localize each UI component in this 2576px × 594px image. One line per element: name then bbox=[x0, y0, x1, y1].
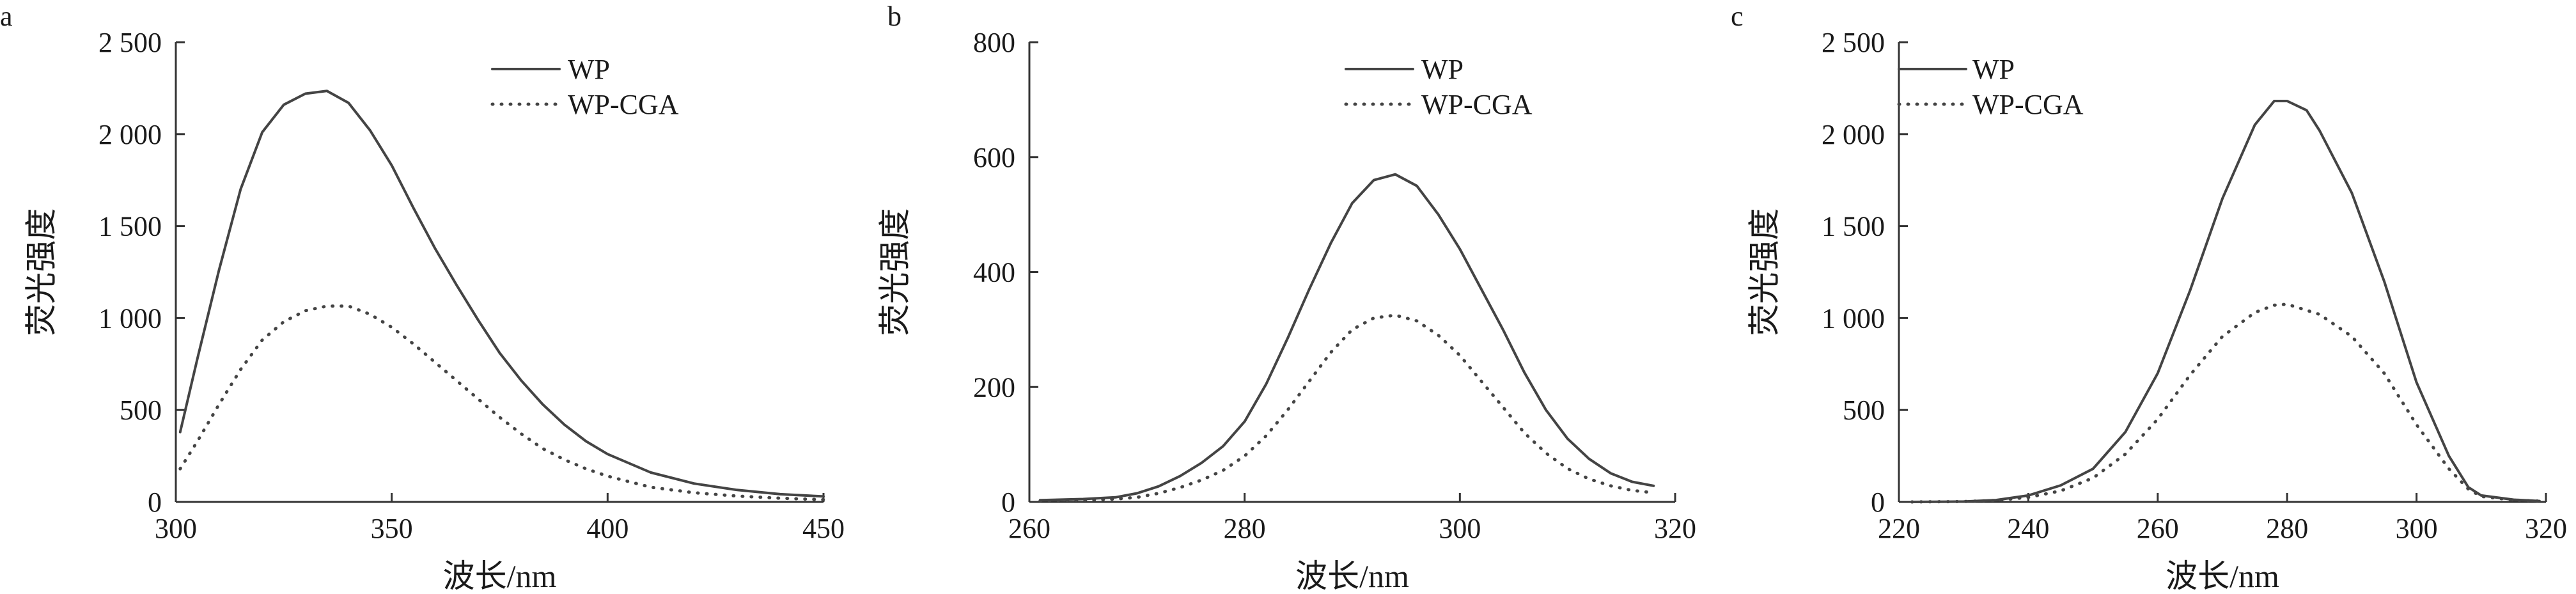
x-tick-label: 220 bbox=[1878, 513, 1920, 544]
x-tick-label: 260 bbox=[2137, 513, 2179, 544]
y-tick-label: 200 bbox=[973, 371, 1015, 403]
chart-panel-a: 0 500 1 000 1 500 2 000 2 500 300 350 400 450 波长/n… bbox=[0, 1, 845, 594]
x-tick-label: 300 bbox=[2396, 513, 2438, 544]
y-tick-label: 500 bbox=[120, 395, 162, 426]
series-line-wp bbox=[178, 90, 825, 498]
y-tick-label: 600 bbox=[973, 142, 1015, 173]
legend-label: WP-CGA bbox=[1972, 89, 2084, 120]
y-tick-label: 2 000 bbox=[1822, 119, 1885, 150]
y-tick-label: 400 bbox=[973, 257, 1015, 288]
x-tick-label: 240 bbox=[2007, 513, 2049, 544]
x-tick-label: 280 bbox=[1224, 513, 1266, 544]
legend-label: WP-CGA bbox=[1421, 89, 1533, 120]
x-tick-label: 260 bbox=[1008, 513, 1050, 544]
x-axis-title: 波长/nm bbox=[1295, 558, 1409, 594]
y-tick-label: 1 500 bbox=[1822, 211, 1885, 242]
y-tick-label: 800 bbox=[973, 27, 1015, 58]
x-tick-label: 300 bbox=[155, 513, 197, 544]
series-line-wp bbox=[1038, 173, 1655, 502]
x-tick-label: 280 bbox=[2266, 513, 2308, 544]
y-tick-label: 2 500 bbox=[1822, 27, 1885, 58]
x-tick-label: 350 bbox=[371, 513, 413, 544]
panel-letter: a bbox=[0, 1, 13, 32]
y-tick-label: 1 000 bbox=[1822, 302, 1885, 334]
legend-label: WP bbox=[568, 54, 610, 85]
series-line-wp-cga bbox=[1910, 302, 2541, 504]
x-tick-label: 320 bbox=[1654, 513, 1696, 544]
y-axis-title: 荧光强度 bbox=[877, 208, 912, 336]
y-tick-label: 0 bbox=[1871, 487, 1885, 518]
x-tick-label: 300 bbox=[1439, 513, 1481, 544]
series-line-wp bbox=[1910, 100, 2541, 503]
panel-letter: c bbox=[1731, 1, 1744, 32]
x-tick-label: 450 bbox=[802, 513, 845, 544]
chart-panel-c: 0 500 1 000 1 500 2 000 2 500 220 240 260 280 300 3… bbox=[1731, 1, 2567, 594]
x-tick-label: 400 bbox=[586, 513, 628, 544]
chart-panel-b: 0 200 400 600 800 260 280 300 320 波长/nm 荧光强度 b WP WP-… bbox=[877, 1, 1696, 594]
y-tick-label: 500 bbox=[1843, 395, 1885, 426]
y-tick-label: 1 500 bbox=[98, 211, 162, 242]
legend-label: WP-CGA bbox=[568, 89, 679, 120]
x-axis-title: 波长/nm bbox=[443, 558, 557, 594]
y-tick-label: 2 000 bbox=[98, 119, 162, 150]
y-tick-label: 1 000 bbox=[98, 302, 162, 334]
series-line-wp-cga bbox=[1038, 313, 1655, 503]
y-tick-label: 0 bbox=[1001, 487, 1015, 518]
y-tick-label: 2 500 bbox=[98, 27, 162, 58]
panel-letter: b bbox=[887, 1, 902, 32]
series-line-wp-cga bbox=[178, 304, 825, 501]
x-axis-title: 波长/nm bbox=[2166, 558, 2279, 594]
legend-label: WP bbox=[1972, 54, 2015, 85]
y-tick-label: 0 bbox=[148, 487, 162, 518]
y-axis-title: 荧光强度 bbox=[1746, 208, 1782, 336]
y-axis-title: 荧光强度 bbox=[23, 208, 59, 336]
legend-label: WP bbox=[1421, 54, 1464, 85]
x-tick-label: 320 bbox=[2525, 513, 2567, 544]
